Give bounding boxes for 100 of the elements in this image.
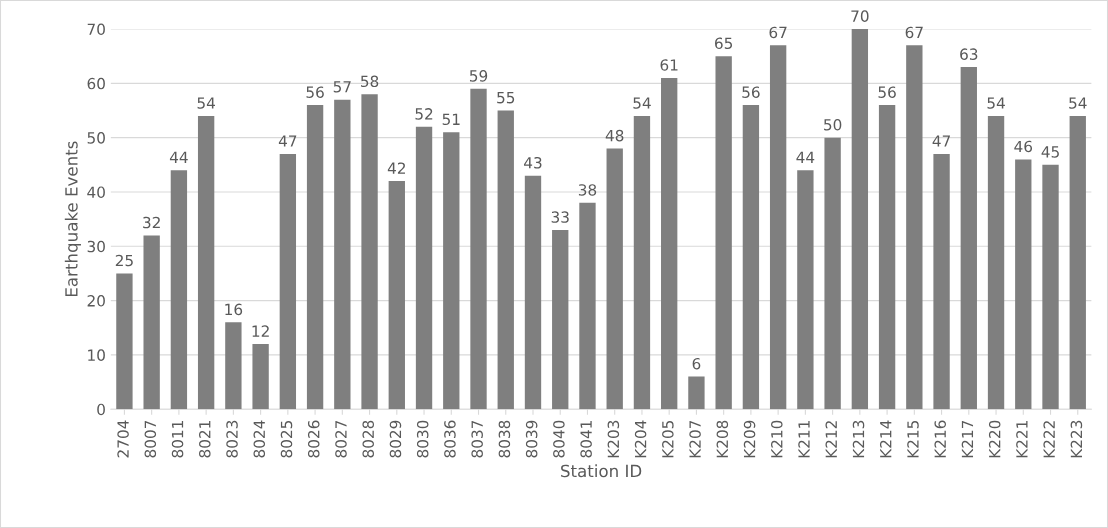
data-label: 50 (824, 118, 842, 131)
x-tick-label: K223 (1070, 420, 1083, 458)
data-label: 45 (1041, 146, 1059, 158)
y-tick-label: 60 (87, 77, 105, 90)
x-tick-label: K208 (716, 420, 729, 458)
x-tick-label: 8024 (253, 420, 266, 458)
data-label: 54 (987, 97, 1005, 109)
x-axis-title: Station ID (561, 464, 642, 478)
data-label: 65 (715, 37, 733, 50)
data-label: 12 (252, 325, 269, 337)
bar (742, 105, 760, 410)
data-label: 38 (578, 184, 597, 196)
data-label: 44 (796, 151, 815, 163)
y-tick-label: 50 (87, 132, 105, 144)
data-label: 54 (633, 97, 651, 109)
x-tick-label: 2704 (117, 420, 129, 458)
data-label: 54 (1069, 97, 1087, 109)
bar (252, 344, 269, 410)
data-label: 56 (742, 86, 760, 98)
x-tick-label: 8039 (525, 420, 538, 458)
data-label: 59 (469, 70, 488, 82)
bar (906, 45, 923, 410)
x-tick-label: 8007 (144, 420, 157, 458)
bar (797, 170, 814, 410)
x-tick-label: 8040 (553, 420, 565, 458)
data-label: 67 (769, 26, 787, 39)
bar (1069, 115, 1086, 410)
bar (633, 115, 651, 410)
data-label: 48 (605, 129, 624, 142)
y-tick-label: 10 (88, 349, 105, 361)
x-tick-label: K222 (1043, 421, 1055, 458)
bar (1015, 159, 1032, 410)
x-tick-label: K217 (961, 420, 974, 458)
data-label: 63 (960, 48, 978, 60)
bar (225, 322, 242, 410)
bar (661, 77, 678, 410)
bar (306, 105, 324, 410)
data-label: 47 (278, 135, 297, 147)
data-label: 44 (169, 151, 188, 163)
y-axis-title: Earthquake Events (64, 141, 81, 297)
data-label: 6 (692, 357, 701, 370)
bar (116, 273, 133, 410)
x-tick-label: K212 (825, 421, 837, 458)
bar (878, 105, 896, 410)
x-tick-label: 8023 (226, 420, 238, 458)
x-tick-label: 8026 (307, 420, 320, 458)
bar (361, 94, 378, 410)
bar (552, 229, 569, 410)
y-tick-label: 70 (87, 23, 105, 36)
x-tick-label: K204 (634, 420, 647, 458)
x-tick-label: K213 (852, 420, 865, 458)
data-label: 58 (361, 75, 379, 88)
x-tick-label: K209 (743, 420, 756, 458)
x-tick-label: 8041 (580, 421, 592, 458)
x-tick-label: 8038 (498, 420, 511, 458)
data-label: 43 (524, 156, 542, 169)
bar (715, 56, 732, 410)
x-tick-label: 8011 (171, 421, 184, 458)
data-label: 67 (905, 26, 923, 39)
x-tick-label: K211 (798, 421, 810, 458)
x-tick-label: K210 (771, 420, 783, 458)
data-label: 33 (551, 211, 569, 223)
x-tick-label: K215 (907, 420, 919, 458)
bar (606, 148, 623, 410)
bar (197, 115, 215, 410)
bar (415, 126, 433, 410)
bar (933, 153, 950, 410)
data-label: 42 (387, 162, 405, 174)
data-label: 25 (115, 254, 133, 267)
data-label: 52 (415, 108, 433, 120)
data-label: 57 (333, 81, 351, 93)
bar (143, 235, 160, 410)
x-tick-label: K216 (934, 420, 946, 458)
bar (851, 29, 869, 410)
bar (1042, 164, 1059, 410)
bar (497, 110, 514, 410)
bar (388, 181, 405, 410)
bar (470, 88, 487, 410)
x-tick-label: K221 (1016, 421, 1028, 458)
bar (443, 132, 460, 410)
bar (170, 170, 188, 410)
x-tick-label: 8027 (335, 420, 347, 458)
x-tick-label: 8030 (416, 420, 429, 458)
x-tick-label: K214 (879, 420, 892, 458)
y-tick-label: 20 (87, 295, 105, 307)
data-label: 56 (306, 86, 324, 98)
x-tick-label: K220 (988, 420, 1001, 458)
bar (769, 45, 787, 410)
data-label: 56 (878, 86, 896, 98)
data-label: 16 (225, 303, 243, 316)
data-label: 46 (1014, 140, 1033, 153)
bar (824, 137, 841, 410)
data-label: 55 (497, 92, 515, 104)
y-tick-label: 0 (97, 403, 105, 416)
bar (334, 99, 351, 410)
x-tick-label: 8029 (389, 420, 402, 458)
x-tick-label: K203 (607, 420, 620, 458)
x-tick-label: 8021 (199, 421, 211, 458)
bar (579, 202, 596, 410)
data-label: 61 (660, 59, 678, 71)
